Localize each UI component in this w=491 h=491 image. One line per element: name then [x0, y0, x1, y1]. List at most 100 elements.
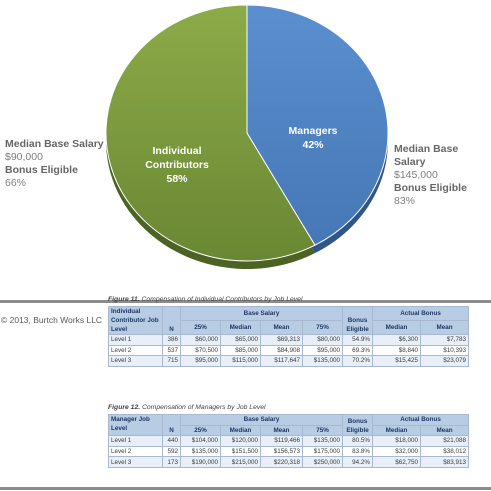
figure-12-title: Compensation of Managers by Job Level [140, 404, 266, 411]
table-row: Level 3 715 $95,000 $115,000 $117,647 $135,00… [108, 355, 470, 367]
cell-n: 537 [162, 344, 181, 357]
column-header-bonus-eligible: Bonus Eligible [342, 306, 374, 335]
cell-median: $215,000 [220, 456, 261, 468]
cell-bonus-mean: $83,913 [420, 456, 470, 468]
column-header-n: N [162, 306, 181, 335]
cell-n: 715 [162, 355, 181, 367]
cell-mean: $84,908 [260, 344, 303, 357]
pie-slice-managers [246, 4, 389, 246]
cell-p75: $80,000 [301, 334, 344, 346]
cell-median: $120,000 [220, 435, 261, 447]
column-header-25: 25% [180, 424, 221, 437]
cell-p25: $70,500 [180, 344, 221, 357]
table-row: Level 2 592 $135,000 $151,500 $156,573 $175,0… [108, 445, 470, 458]
cell-n: 440 [162, 435, 181, 447]
cell-n: 386 [162, 334, 181, 346]
ic-bonus-value: 66% [5, 177, 27, 189]
cell-bonus-median: $15,425 [372, 355, 422, 367]
table-row: Level 2 537 $70,500 $85,000 $84,908 $95,000 69… [108, 344, 470, 357]
cell-level: Level 1 [108, 334, 163, 346]
pie-chart: Managers 42% Individual Contributors 58% [105, 4, 389, 269]
cell-level: Level 2 [108, 445, 163, 458]
copyright-notice: © 2013, Burtch Works LLC [1, 315, 103, 325]
cell-eligible: 94.2% [342, 456, 374, 468]
cell-eligible: 69.3% [342, 344, 374, 357]
ic-salary-value: $90,000 [5, 151, 43, 163]
cell-bonus-median: $62,750 [372, 456, 422, 468]
cell-p75: $250,000 [301, 456, 344, 468]
cell-level: Level 1 [108, 435, 163, 447]
divider-top [0, 300, 491, 303]
column-header-n: N [162, 413, 181, 437]
cell-eligible: 83.8% [342, 445, 374, 458]
column-group-base-salary: Base Salary [179, 306, 344, 321]
column-header-25: 25% [180, 320, 221, 335]
cell-bonus-median: $32,000 [372, 445, 422, 458]
figure-11-caption: Figure 11. Compensation of Individual Co… [108, 296, 302, 303]
column-header-75: 75% [301, 320, 344, 335]
column-header-bonus-mean: Mean [420, 424, 470, 437]
manager-bonus-value: 83% [394, 195, 416, 207]
divider-bottom [0, 487, 491, 490]
cell-p75: $95,000 [301, 344, 344, 357]
column-group-actual-bonus: Actual Bonus [372, 414, 470, 426]
cell-bonus-median: $6,300 [372, 334, 422, 346]
cell-mean: $156,573 [260, 445, 303, 458]
column-group-base-salary: Base Salary [179, 414, 344, 426]
cell-bonus-median: $18,000 [372, 435, 422, 447]
cell-p25: $95,000 [180, 355, 221, 367]
slice-label-managers: Managers [288, 125, 337, 137]
cell-mean: $220,318 [260, 456, 303, 468]
manager-compensation-table: Manager Job Level N Base Salary Bonus El… [108, 413, 470, 468]
slice-value-ic: 58% [166, 173, 188, 185]
cell-p25: $135,000 [180, 445, 221, 458]
cell-mean: $119,466 [260, 435, 303, 447]
column-group-actual-bonus: Actual Bonus [372, 306, 470, 321]
cell-p75: $135,000 [301, 355, 344, 367]
ic-salary-annotation: Median Base Salary $90,000 Bonus Eligibl… [5, 138, 104, 190]
slice-label-ic-line2: Contributors [145, 159, 209, 171]
figure-11-number: Figure 11. [108, 296, 140, 303]
column-header-median: Median [220, 424, 261, 437]
figure-11-title: Compensation of Individual Contributors … [139, 296, 303, 303]
cell-p75: $175,000 [301, 445, 344, 458]
ic-compensation-table: Individual Contributor Job Level N Base … [108, 306, 470, 367]
table-row: Level 3 173 $190,000 $215,000 $220,318 $250,0… [108, 456, 470, 468]
cell-bonus-mean: $23,079 [420, 355, 470, 367]
manager-bonus-label: Bonus Eligible [394, 182, 467, 194]
cell-bonus-median: $8,840 [372, 344, 422, 357]
cell-median: $151,500 [220, 445, 261, 458]
slice-label-ic-line1: Individual [152, 145, 201, 157]
cell-bonus-mean: $7,783 [420, 334, 470, 346]
figure-12-caption: Figure 12. Compensation of Managers by J… [108, 404, 266, 411]
cell-n: 592 [162, 445, 181, 458]
cell-median: $115,000 [220, 355, 261, 367]
cell-p25: $60,000 [180, 334, 221, 346]
cell-bonus-mean: $38,012 [420, 445, 470, 458]
cell-eligible: 54.9% [342, 334, 374, 346]
cell-mean: $117,647 [260, 355, 303, 367]
column-header-mean: Mean [260, 424, 303, 437]
cell-level: Level 3 [108, 355, 163, 367]
column-header-bonus-mean: Mean [420, 320, 470, 335]
cell-median: $85,000 [220, 344, 261, 357]
cell-bonus-mean: $21,088 [420, 435, 470, 447]
cell-median: $65,000 [220, 334, 261, 346]
column-header-job-level: Manager Job Level [108, 413, 163, 437]
manager-salary-value: $145,000 [394, 169, 438, 181]
cell-eligible: 70.2% [342, 355, 374, 367]
column-header-mean: Mean [260, 320, 303, 335]
table-row: Level 1 440 $104,000 $120,000 $119,466 $135,0… [108, 435, 470, 447]
manager-salary-annotation: Median Base Salary $145,000 Bonus Eligib… [394, 143, 491, 208]
ic-salary-title: Median Base Salary [5, 138, 104, 150]
column-header-job-level: Individual Contributor Job Level [108, 306, 163, 335]
slice-value-managers: 42% [302, 139, 324, 151]
cell-mean: $69,313 [260, 334, 303, 346]
cell-p25: $190,000 [180, 456, 221, 468]
cell-eligible: 80.5% [342, 435, 374, 447]
table-row: Level 1 386 $60,000 $65,000 $69,313 $80,000 54… [108, 334, 470, 346]
cell-level: Level 3 [108, 456, 163, 468]
manager-salary-title: Median Base Salary [394, 143, 459, 168]
cell-p75: $135,000 [301, 435, 344, 447]
column-header-bonus-median: Median [372, 424, 422, 437]
